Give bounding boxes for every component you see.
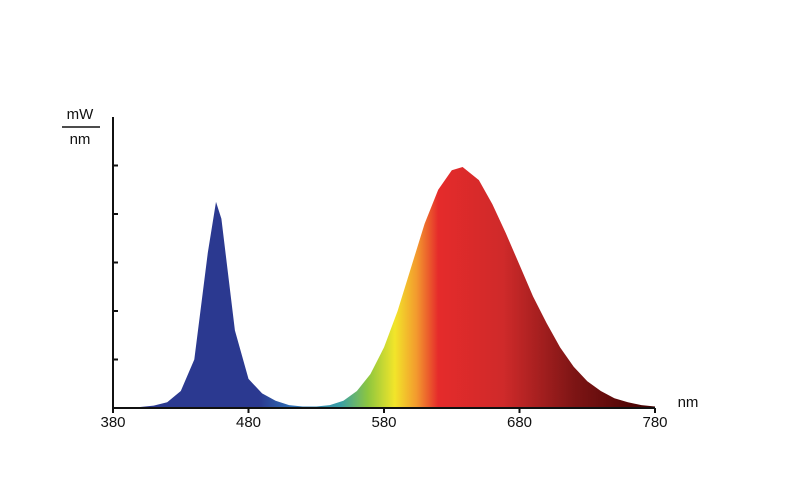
y-label-bottom: nm [70,131,91,148]
x-tick-label: 480 [236,414,261,431]
x-tick-label: 780 [642,414,667,431]
x-label: nm [678,394,699,411]
spectrum-area [113,167,655,408]
x-tick-label: 580 [371,414,396,431]
x-tick-label: 380 [100,414,125,431]
y-label-top: mW [67,106,94,123]
x-tick-label: 680 [507,414,532,431]
